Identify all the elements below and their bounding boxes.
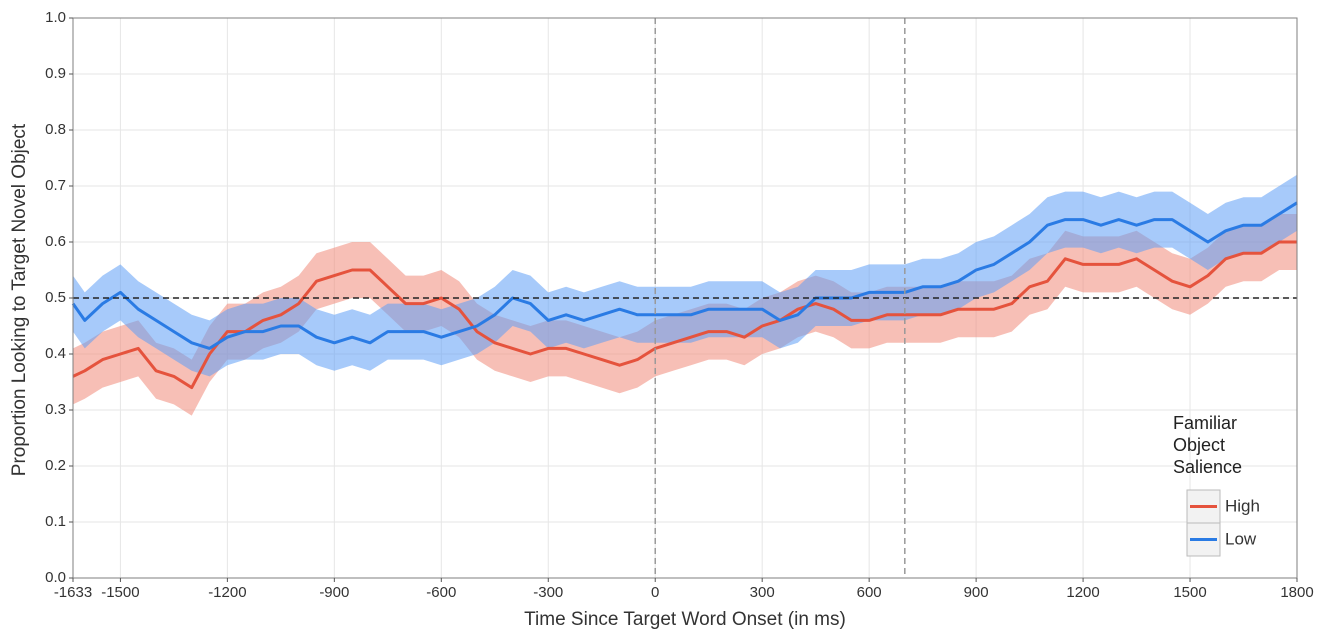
- y-tick-label: 0.5: [45, 289, 66, 306]
- x-tick-label: 300: [750, 584, 775, 601]
- y-tick-label: 1.0: [45, 9, 66, 26]
- confidence-band: [73, 174, 1297, 377]
- x-tick-label: 1200: [1066, 584, 1099, 601]
- y-tick-label: 0.3: [45, 401, 66, 418]
- y-tick-label: 0.2: [45, 457, 66, 474]
- y-axis-title: Proportion Looking to Target Novel Objec…: [9, 123, 30, 476]
- x-tick-label: -1200: [208, 584, 246, 601]
- y-tick-label: 0.8: [45, 121, 66, 138]
- y-tick-label: 0.0: [45, 569, 66, 586]
- y-tick-label: 0.6: [45, 233, 66, 250]
- y-tick-label: 0.9: [45, 65, 66, 82]
- legend-label: Low: [1225, 529, 1257, 548]
- x-axis-title: Time Since Target Word Onset (in ms): [524, 609, 846, 630]
- y-tick-label: 0.7: [45, 177, 66, 194]
- x-tick-label: 600: [857, 584, 882, 601]
- x-tick-label: 0: [651, 584, 659, 601]
- legend-label: High: [1225, 496, 1260, 515]
- series-line: [72, 240, 1297, 390]
- series-line: [71, 201, 1298, 350]
- x-tick-label: 1500: [1173, 584, 1206, 601]
- y-tick-label: 0.4: [45, 345, 66, 362]
- x-tick-label: -900: [319, 584, 349, 601]
- x-tick-label: -1500: [101, 584, 139, 601]
- x-tick-label: -600: [426, 584, 456, 601]
- x-tick-label: -1633: [54, 584, 92, 601]
- x-tick-label: -300: [533, 584, 563, 601]
- x-tick-label: 1800: [1280, 584, 1313, 601]
- x-tick-label: 900: [964, 584, 989, 601]
- legend-title: Familiar Object Salience: [1173, 413, 1243, 477]
- y-tick-label: 0.1: [45, 513, 66, 530]
